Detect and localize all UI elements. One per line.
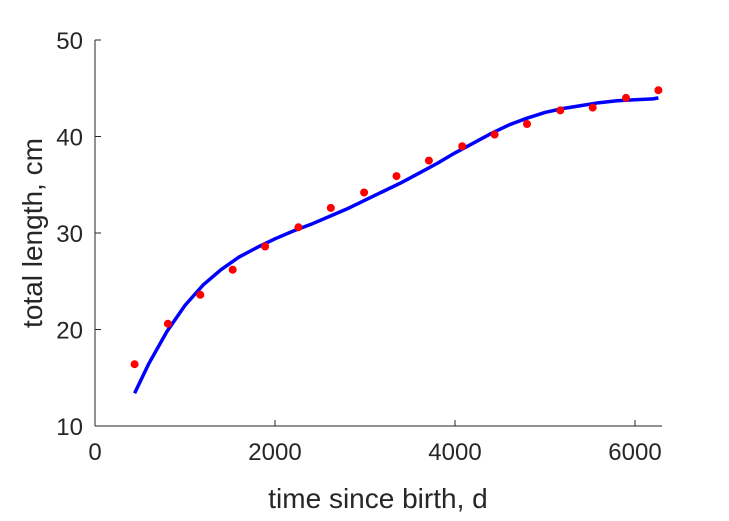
data-point (196, 290, 205, 299)
y-tick-label: 10 (56, 414, 83, 441)
data-point (360, 188, 369, 197)
data-point (130, 360, 139, 369)
fit-line (133, 96, 659, 394)
plot-area (130, 86, 663, 394)
data-point (424, 156, 433, 165)
data-point (392, 172, 401, 181)
data-point (490, 130, 499, 139)
y-tick-label: 30 (56, 221, 83, 248)
x-tick-label: 4000 (428, 439, 481, 466)
x-tick-label: 2000 (248, 439, 301, 466)
x-tick-label: 0 (88, 439, 101, 466)
y-axis-label: total length, cm (17, 138, 48, 328)
data-point (556, 106, 565, 115)
data-point (523, 120, 531, 128)
data-point (654, 86, 663, 95)
data-point (163, 319, 172, 328)
x-axis-label: time since birth, d (268, 483, 487, 514)
y-tick-label: 20 (56, 318, 83, 345)
data-point (261, 242, 270, 251)
data-point (326, 203, 335, 212)
y-tick-label: 40 (56, 125, 83, 152)
y-ticks: 10 20 30 40 50 (56, 28, 101, 441)
data-point (294, 223, 303, 232)
data-point (588, 103, 597, 112)
x-ticks: 0 2000 4000 6000 (88, 420, 662, 466)
data-point (228, 265, 237, 274)
data-point (622, 93, 630, 102)
x-tick-label: 6000 (608, 439, 661, 466)
y-tick-label: 50 (56, 28, 83, 55)
data-point (458, 142, 467, 151)
axes (94, 40, 662, 427)
